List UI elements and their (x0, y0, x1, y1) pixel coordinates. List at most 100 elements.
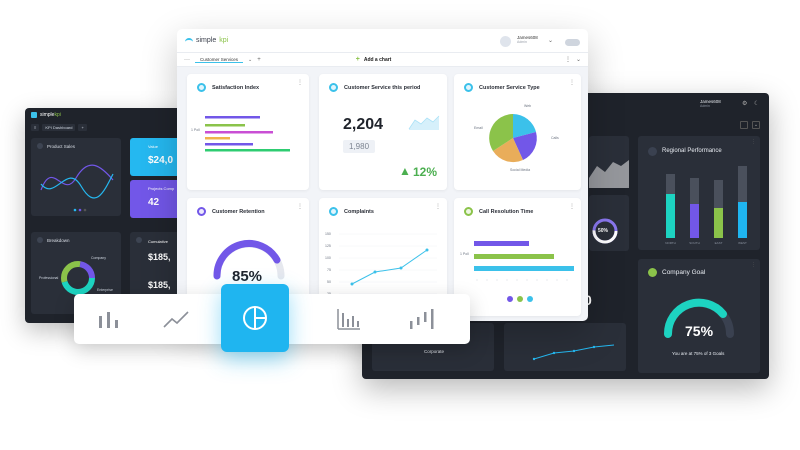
y-tick: 125 (325, 244, 331, 248)
tile-menu-icon[interactable]: ⋮ (569, 204, 575, 210)
bar (666, 194, 675, 238)
third-amount: $185, (148, 280, 171, 290)
bar-label: EAST (715, 241, 723, 245)
product-sales-card[interactable]: Product Sales (31, 138, 121, 216)
more-icon[interactable]: ··· (184, 56, 190, 63)
tile-menu-icon[interactable]: ⋮ (569, 80, 575, 86)
theme-toggle[interactable] (565, 39, 580, 46)
chevron-down-icon[interactable]: ⌄ (575, 57, 581, 63)
kebab-icon[interactable]: ⋮ (564, 57, 571, 63)
satisfaction-index-tile[interactable]: Satisfaction Index ⋮ 1 Poll (187, 74, 309, 190)
tile-menu-icon[interactable]: ⋮ (297, 204, 303, 210)
breakdown-donut (61, 261, 95, 295)
add-tab-button[interactable]: + (78, 123, 87, 131)
bar (474, 254, 554, 259)
corporate-label: Corporate (424, 349, 445, 354)
add-chart-button[interactable]: + Add a chart (355, 56, 392, 63)
service-sparkline (408, 115, 440, 130)
area-sparkline (589, 160, 629, 188)
teal-kpi-card[interactable] (589, 136, 629, 188)
progress-value: 50% (598, 228, 609, 234)
right-user-info[interactable]: James608 Admin (700, 99, 721, 108)
legend-professional: Professional (39, 276, 59, 280)
company-goal-value: 75% (685, 323, 714, 339)
pie-slice (513, 114, 536, 138)
main-tabbar: ··· Customer Services ⌄ + + Add a chart … (177, 53, 588, 67)
logo-icon (185, 37, 193, 44)
main-user-info[interactable]: James608 Admin (517, 35, 538, 44)
tile-title: Customer Service Type (479, 85, 540, 91)
bar (474, 241, 529, 246)
logo-icon (31, 112, 37, 118)
value-label: Value (148, 144, 158, 149)
chevron-down-icon[interactable]: ⌄ (248, 56, 253, 63)
bottom-line-card[interactable] (504, 323, 626, 371)
bar-label: WEST (738, 241, 747, 245)
settings-icon[interactable]: ⚙ (742, 101, 748, 107)
chevron-down-icon[interactable]: ⌄ (548, 38, 554, 44)
service-value: 2,204 (343, 116, 384, 133)
resolution-bar-chart (474, 241, 574, 302)
add-tab-icon[interactable]: + (257, 56, 261, 63)
service-type-icon (464, 83, 473, 92)
bar (690, 204, 699, 238)
avatar[interactable] (500, 36, 511, 47)
retention-icon (197, 207, 206, 216)
service-type-tile[interactable]: Customer Service Type ⋮ Web Email Calls … (454, 74, 581, 190)
service-previous: 1,980 (343, 140, 376, 153)
scatter-chart-option[interactable] (392, 294, 452, 344)
bottom-line-chart (532, 344, 615, 361)
bar-chart-option[interactable] (79, 294, 139, 344)
main-light-dashboard: simple kpi James608 Admin ⌄ ··· Customer … (177, 29, 588, 321)
chevron-down-icon[interactable]: ⌄ (752, 121, 760, 129)
line-chart-option[interactable] (146, 294, 206, 344)
bar (474, 266, 574, 271)
y-tick: 50 (327, 280, 331, 284)
plus-icon: + (355, 56, 360, 63)
column-chart-option[interactable] (319, 294, 379, 344)
arrow-up-icon: ▲ (399, 164, 411, 178)
card-menu-icon[interactable]: ⋮ (751, 262, 756, 268)
regional-performance-card[interactable]: Regional Performance ⋮ NORTH SOUTH EAST WES… (638, 136, 760, 250)
projects-label: Projects Comp (148, 186, 175, 191)
call-resolution-tile[interactable]: Call Resolution Time ⋮ 1 Poll (454, 198, 581, 316)
bar-label: NORTH (665, 241, 676, 245)
tile-title: Call Resolution Time (479, 209, 534, 215)
company-goal-card[interactable]: Company Goal ⋮ 75% You are at 75% of 3 G… (638, 259, 760, 373)
axis-label: 1 Poll (191, 128, 200, 132)
main-logo[interactable]: simple kpi (185, 37, 228, 44)
pie-label: Calls (551, 136, 559, 140)
column-chart-icon (337, 309, 360, 330)
cumulative-label: Cumulative (148, 239, 169, 244)
tile-menu-icon[interactable]: ⋮ (435, 204, 441, 210)
service-change: 12% (413, 165, 438, 179)
resolution-icon (464, 207, 473, 216)
cumulative-icon (136, 237, 142, 243)
card-menu-icon[interactable]: ⋮ (751, 139, 756, 145)
scatter-chart-icon (410, 309, 434, 329)
service-icon (329, 83, 338, 92)
expand-icon[interactable] (740, 121, 748, 129)
tile-title: Customer Retention (212, 209, 265, 215)
bar (205, 124, 245, 127)
left-dashboard-header: simplekpi (25, 108, 210, 122)
moon-icon[interactable]: ☾ (754, 101, 760, 107)
legend-company: Company (91, 256, 106, 260)
value-amount: $24,0 (148, 155, 174, 166)
progress-kpi-card[interactable]: 50% (589, 195, 629, 251)
line-chart-icon (163, 311, 189, 328)
card-title: Breakdown (47, 238, 70, 243)
regional-bar-chart: NORTH SOUTH EAST WEST (665, 166, 747, 245)
y-tick: 100 (325, 256, 331, 260)
breakdown-icon (37, 237, 43, 243)
menu-icon[interactable]: ≡ (31, 123, 40, 131)
dashboard-selector[interactable]: KPI Dashboard (42, 123, 76, 131)
tab-customer-services[interactable]: Customer Services (195, 57, 244, 63)
regional-title: Regional Performance (662, 148, 722, 154)
pie-chart-option[interactable] (221, 284, 289, 352)
tile-menu-icon[interactable]: ⋮ (297, 80, 303, 86)
card-title: Product Sales (47, 144, 76, 149)
retention-value: 85% (232, 268, 263, 285)
service-period-tile[interactable]: Customer Service this period 2,204 1,980… (319, 74, 447, 190)
